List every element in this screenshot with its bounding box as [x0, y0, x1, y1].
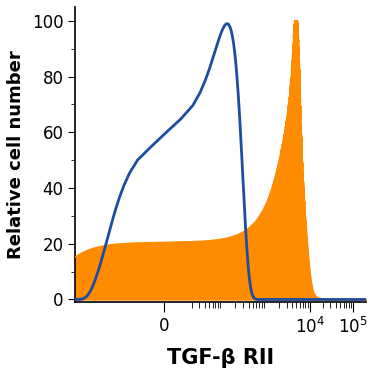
Y-axis label: Relative cell number: Relative cell number	[7, 50, 25, 259]
X-axis label: TGF-β RII: TGF-β RII	[167, 348, 274, 368]
